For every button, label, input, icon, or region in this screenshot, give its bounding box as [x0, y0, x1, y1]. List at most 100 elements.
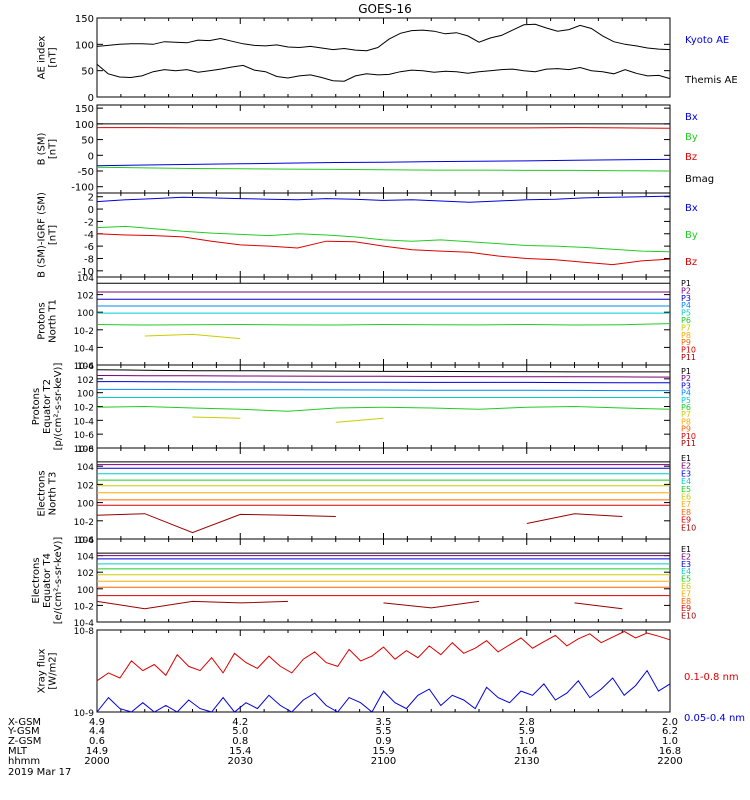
series-line-0-05-0-4-nm [96, 669, 671, 713]
series-line-by [96, 225, 671, 253]
y-tick-label: 106 [77, 536, 94, 546]
y-axis-label: [W/m2] [48, 652, 59, 689]
y-tick-label: 100 [77, 309, 94, 319]
legend-entry: E1 [681, 454, 691, 463]
panel-frame [96, 629, 671, 713]
ephemeris-value: 5.9 [519, 726, 535, 737]
y-tick-label: 150 [75, 14, 94, 25]
y-tick-label: 10-4 [74, 536, 95, 546]
panel-frame [96, 104, 671, 194]
ephemeris-value: 2030 [228, 756, 253, 767]
series-line-p6 [96, 405, 671, 412]
y-tick-label: 106 [77, 445, 94, 455]
legend-entry: P5 [681, 396, 691, 405]
y-tick-label: 100 [77, 500, 94, 510]
legend-entry: P10 [681, 346, 696, 355]
ephemeris-value: 5.5 [376, 726, 392, 737]
series-line-p3 [96, 381, 670, 384]
panel-frame [96, 17, 671, 98]
y-axis-label: B (SM)-IGRF (SM) [37, 192, 48, 278]
legend-entry: P2 [681, 286, 691, 295]
legend-entry: E2 [681, 462, 691, 471]
y-tick-label: 10-2 [74, 518, 94, 528]
y-tick-label: -100 [71, 183, 94, 194]
y-tick-label: 10-4 [74, 619, 95, 629]
legend-entry: E7 [681, 500, 691, 509]
y-tick-label: 50 [81, 136, 94, 147]
y-axis-label: Equator T2 [42, 379, 53, 434]
legend-entry: P8 [681, 331, 691, 340]
legend-entry: E4 [681, 567, 691, 576]
legend-entry: E5 [681, 485, 691, 494]
panel-frame [96, 276, 671, 366]
y-axis-label: Protons [31, 388, 42, 425]
y-axis-label: [nT] [48, 139, 59, 159]
y-axis-label: [nT] [48, 47, 59, 67]
y-tick-label: 150 [75, 104, 94, 115]
y-axis-label: [nT] [48, 225, 59, 245]
ephemeris-value: 0.9 [376, 736, 392, 747]
legend-entry: By [685, 132, 698, 143]
legend-entry: E7 [681, 589, 691, 598]
legend-entry: Bmag [685, 174, 714, 185]
y-tick-label: 100 [77, 390, 94, 400]
legend-entry: P3 [681, 381, 691, 390]
legend-entry: 0.05-0.4 nm [684, 713, 745, 724]
y-tick-label: 10-9 [74, 709, 95, 719]
y-axis-label: [e/(cm²-s-sr-keV)] [53, 537, 64, 625]
series-line-kyoto-ae [96, 23, 671, 52]
ephemeris-value: 4.4 [89, 726, 105, 737]
y-tick-label: 10-2 [74, 404, 94, 414]
y-axis-label: Protons [37, 302, 48, 339]
series-line-e10 [96, 513, 336, 534]
ephemeris-value: 16.8 [659, 746, 681, 757]
series-line-e10 [383, 600, 480, 609]
ephemeris-value: 2000 [84, 756, 109, 767]
legend-entry: E9 [681, 516, 691, 525]
legend-entry: E6 [681, 493, 691, 502]
y-tick-label: -2 [84, 217, 94, 228]
panel-8: 10-9 10-8 Xray flux [W/m2] 0.1-0.8 nm 0.05-0.… [37, 627, 746, 724]
y-tick-label: 102 [77, 569, 94, 579]
y-tick-label: 10-2 [74, 327, 94, 337]
y-tick-label: 100 [75, 40, 94, 51]
ephemeris-value: 0.6 [89, 736, 105, 747]
ephemeris-value: 6.2 [662, 726, 678, 737]
y-tick-label: 0 [88, 93, 94, 104]
legend-entry: E4 [681, 477, 691, 486]
legend-entry: E8 [681, 597, 691, 606]
series-line-bx [96, 158, 671, 167]
ephemeris-row-label: Z-GSM [8, 736, 41, 747]
legend-entry: By [685, 230, 698, 241]
legend-entry: P2 [681, 374, 691, 383]
ephemeris-value: 2130 [514, 756, 539, 767]
legend-entry: P3 [681, 294, 691, 303]
ephemeris-value: 4.9 [89, 717, 105, 728]
legend-entry: Bz [685, 257, 697, 268]
y-axis-label: B (SM) [37, 132, 48, 165]
ephemeris-value: 2.8 [519, 717, 535, 728]
legend-entry: P6 [681, 403, 691, 412]
legend-entry: E10 [681, 523, 696, 532]
y-axis-label: AE index [37, 36, 48, 80]
ephemeris-value: 2200 [657, 756, 682, 767]
y-tick-label: 104 [77, 362, 94, 372]
ephemeris-value: 15.4 [229, 746, 251, 757]
panel-3: -10 -8-6-4 -202 B (SM)-IGRF (SM) [nT] Bx By Bz [37, 192, 698, 278]
ephemeris-value: 2.0 [662, 717, 678, 728]
ephemeris-value: 3.5 [376, 717, 392, 728]
y-tick-label: 10-4 [74, 344, 95, 354]
y-tick-label: 102 [77, 481, 94, 491]
y-tick-label: -6 [84, 242, 94, 253]
legend-entry: P7 [681, 323, 691, 332]
legend-entry: Kyoto AE [685, 35, 729, 46]
ephemeris-row-label: MLT [8, 746, 28, 757]
ephemeris-row-label: Y-GSM [7, 726, 40, 737]
legend-entry: P6 [681, 316, 691, 325]
y-tick-label: 100 [75, 120, 94, 131]
legend-entry: E10 [681, 612, 696, 621]
y-tick-label: 102 [77, 292, 94, 302]
legend-entry: P5 [681, 309, 691, 318]
date-label: 2019 Mar 17 [8, 767, 71, 778]
